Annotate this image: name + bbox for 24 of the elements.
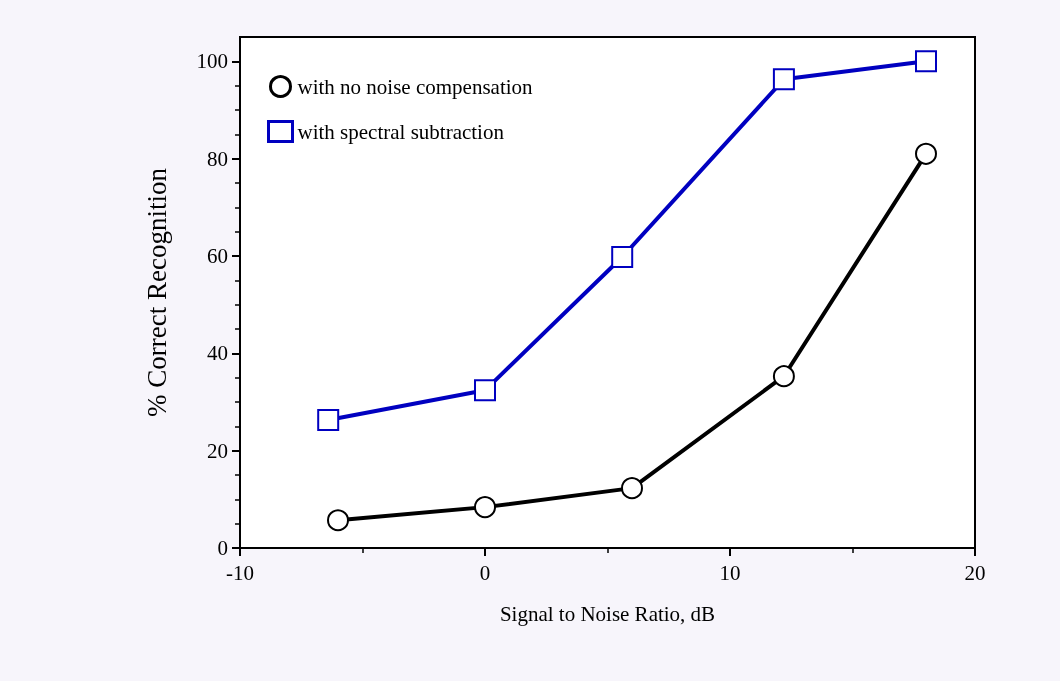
point: [772, 68, 795, 91]
point: [474, 379, 496, 402]
x-axis-title: Signal to Noise Ratio, dB: [499, 601, 716, 626]
x-tick-label: 20: [964, 560, 986, 585]
x-tick-label: 0: [479, 560, 491, 585]
point: [474, 496, 496, 519]
legend-label: with spectral subtraction: [297, 119, 505, 144]
y-tick-label: 20: [207, 438, 228, 463]
point: [915, 142, 937, 165]
y-tick-label: 40: [207, 341, 228, 366]
point: [621, 477, 643, 500]
point: [327, 509, 349, 532]
x-tick-label: -10: [226, 560, 254, 585]
y-tick-label: 100: [196, 49, 228, 74]
point: [611, 245, 634, 268]
legend-label: with no noise compensation: [297, 74, 534, 99]
point: [317, 409, 340, 432]
y-tick-label: 0: [217, 536, 228, 560]
point: [772, 365, 795, 388]
y-tick-label: 80: [207, 146, 228, 171]
x-tick-label: 10: [719, 560, 741, 585]
point: [915, 50, 937, 73]
y-tick-label: 60: [207, 244, 228, 268]
y-axis-title: % Correct Recognition: [141, 167, 172, 417]
